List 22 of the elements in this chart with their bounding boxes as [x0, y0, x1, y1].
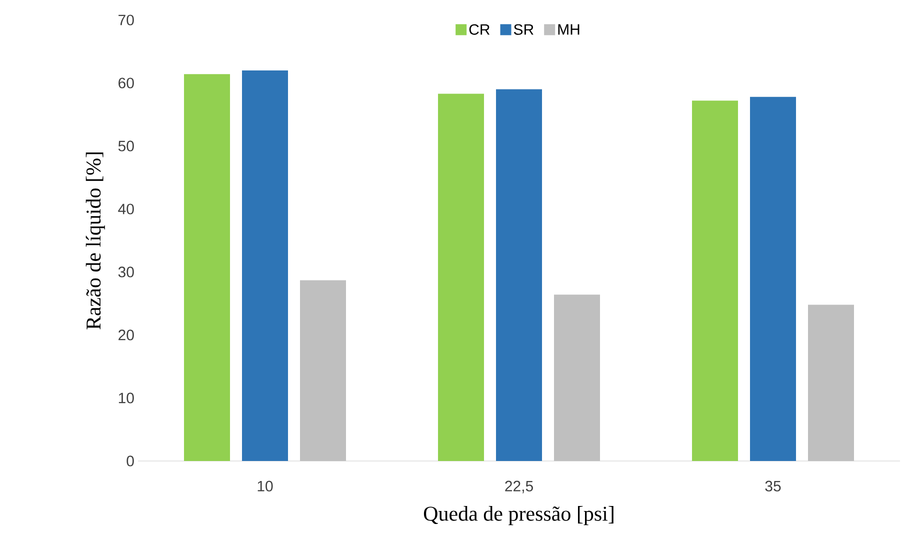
y-tick-label: 50 — [118, 140, 134, 152]
y-tick-label: 10 — [118, 392, 134, 404]
bar — [184, 74, 230, 461]
y-axis-title: Razão de líquido [%] — [86, 152, 105, 330]
bar — [692, 100, 738, 461]
x-tick-label: 22,5 — [505, 480, 533, 494]
bar — [438, 94, 484, 461]
x-tick-label: 10 — [258, 480, 273, 492]
x-axis-title: Queda de pressão [psi] — [424, 506, 614, 526]
x-tick-label: 35 — [765, 480, 781, 492]
y-tick-label: 30 — [118, 266, 134, 278]
legend-label: SR — [514, 24, 534, 35]
y-tick-label: 40 — [118, 204, 134, 214]
legend-label: CR — [469, 24, 490, 35]
bar — [750, 96, 796, 461]
y-tick-label: 0 — [126, 456, 134, 466]
y-tick-label: 70 — [118, 14, 134, 26]
bar — [242, 70, 288, 461]
y-tick-label: 20 — [118, 330, 134, 340]
bar — [496, 89, 542, 461]
legend-label: MH — [558, 24, 580, 35]
y-tick-label: 60 — [118, 78, 134, 88]
